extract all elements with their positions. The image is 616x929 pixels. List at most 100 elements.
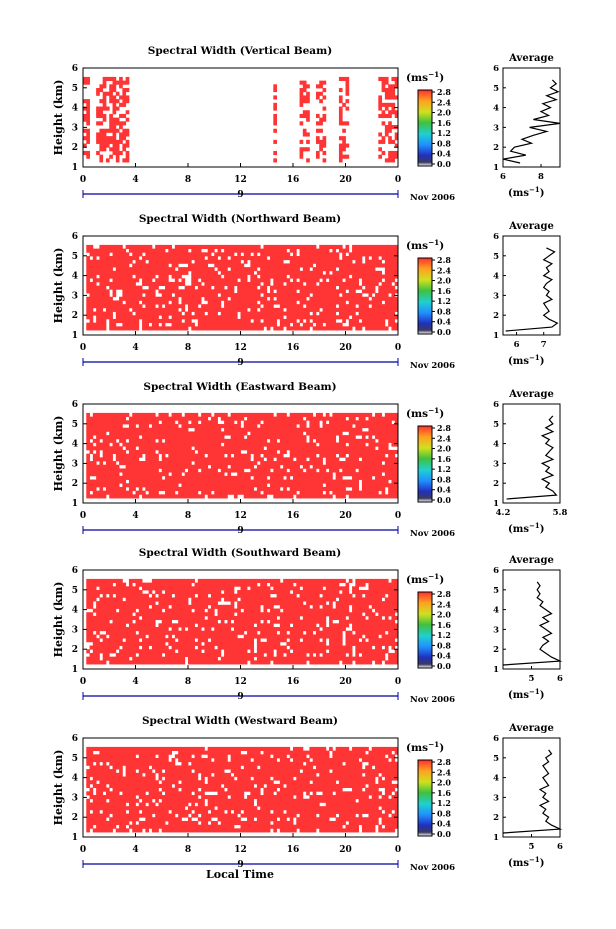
heatmap-cell bbox=[151, 582, 156, 587]
heatmap-cell bbox=[243, 472, 248, 477]
heatmap-cell bbox=[319, 121, 323, 126]
heatmap-cell bbox=[253, 483, 258, 488]
heatmap-cell bbox=[296, 307, 300, 312]
heatmap-cell bbox=[286, 431, 291, 436]
heatmap-cell bbox=[112, 143, 117, 148]
heatmap-cell bbox=[165, 315, 169, 320]
heatmap-cell bbox=[309, 446, 314, 451]
heatmap-cell bbox=[122, 128, 127, 133]
heatmap-cell bbox=[220, 315, 225, 320]
heatmap-cell bbox=[355, 278, 360, 283]
heatmap-cell bbox=[345, 285, 350, 290]
heatmap-cell bbox=[302, 438, 307, 443]
heatmap-cell bbox=[230, 304, 235, 309]
heatmap-cell bbox=[197, 252, 202, 257]
heatmap-cell bbox=[142, 601, 146, 606]
heatmap-cell bbox=[217, 424, 222, 429]
heatmap-cell bbox=[171, 590, 176, 595]
heatmap-cell bbox=[293, 326, 297, 331]
heatmap-cell bbox=[112, 660, 117, 665]
heatmap-cell bbox=[161, 412, 166, 418]
heatmap-cell bbox=[105, 619, 110, 624]
heatmap-cell bbox=[105, 578, 110, 584]
x-tick-label: 12 bbox=[234, 175, 247, 185]
heatmap-cell bbox=[210, 311, 215, 316]
heatmap-cell bbox=[174, 259, 179, 264]
heatmap-cell bbox=[135, 615, 140, 621]
heatmap-cell bbox=[214, 252, 218, 257]
heatmap-cell bbox=[210, 315, 215, 320]
heatmap-cell bbox=[309, 322, 314, 327]
heatmap-cell bbox=[158, 307, 163, 312]
heatmap-cell bbox=[355, 420, 360, 425]
heatmap-cell bbox=[371, 486, 376, 492]
heatmap-cell bbox=[375, 449, 379, 455]
heatmap-cell bbox=[263, 293, 268, 298]
heatmap-cell bbox=[86, 619, 90, 624]
heatmap-cell bbox=[204, 252, 209, 257]
heatmap-cell bbox=[338, 431, 343, 436]
heatmap-cell bbox=[270, 427, 274, 432]
heatmap-cell bbox=[102, 424, 107, 429]
heatmap-cell bbox=[181, 420, 186, 425]
heatmap-cell bbox=[115, 256, 120, 261]
heatmap-cell bbox=[348, 285, 353, 290]
heatmap-cell bbox=[388, 315, 392, 320]
heatmap-cell bbox=[286, 285, 291, 290]
heatmap-cell bbox=[355, 494, 360, 499]
heatmap-cell bbox=[224, 263, 228, 268]
heatmap-cell bbox=[194, 256, 199, 261]
heatmap-cell bbox=[368, 453, 373, 458]
heatmap-cell bbox=[178, 318, 182, 324]
heatmap-cell bbox=[302, 311, 307, 316]
heatmap-cell bbox=[132, 578, 136, 584]
heatmap-cell bbox=[184, 472, 189, 477]
y-axis-label: Height (km) bbox=[52, 248, 65, 324]
heatmap-cell bbox=[270, 318, 274, 324]
heatmap-cell bbox=[361, 311, 366, 316]
heatmap-cell bbox=[237, 259, 241, 264]
heatmap-cell bbox=[128, 468, 133, 473]
heatmap-cell bbox=[105, 472, 110, 477]
heatmap-cell bbox=[142, 615, 146, 621]
heatmap-cell bbox=[299, 416, 304, 421]
heatmap-cell bbox=[122, 623, 127, 628]
heatmap-cell bbox=[142, 263, 146, 268]
heatmap-cell bbox=[283, 267, 287, 272]
heatmap-cell bbox=[260, 270, 264, 275]
heatmap-cell bbox=[329, 267, 333, 272]
heatmap-cell bbox=[119, 274, 123, 279]
heatmap-cell bbox=[388, 278, 392, 283]
heatmap-cell bbox=[178, 322, 182, 327]
heatmap-cell bbox=[184, 461, 189, 466]
heatmap-cell bbox=[250, 494, 255, 499]
heatmap-cell bbox=[92, 416, 97, 421]
heatmap-cell bbox=[273, 475, 277, 480]
heatmap-cell bbox=[270, 244, 274, 250]
heatmap-cell bbox=[227, 461, 232, 466]
heatmap-cell bbox=[112, 307, 117, 312]
heatmap-cell bbox=[165, 623, 169, 628]
heatmap-cell bbox=[96, 252, 100, 257]
heatmap-cell bbox=[345, 296, 350, 301]
heatmap-cell bbox=[263, 274, 268, 279]
heatmap-cell bbox=[293, 248, 297, 253]
heatmap-cell bbox=[256, 475, 261, 480]
heatmap-cell bbox=[161, 638, 166, 643]
heatmap-cell bbox=[217, 457, 222, 462]
heatmap-cell bbox=[151, 490, 156, 495]
heatmap-cell bbox=[204, 472, 209, 477]
heatmap-cell bbox=[273, 128, 277, 133]
heatmap-cell bbox=[155, 256, 159, 261]
heatmap-cell bbox=[145, 270, 150, 275]
heatmap-cell bbox=[188, 252, 192, 257]
heatmap-cell bbox=[348, 431, 353, 436]
heatmap-cell bbox=[378, 99, 382, 104]
heatmap-cell bbox=[342, 270, 346, 275]
heatmap-cell bbox=[197, 442, 202, 447]
heatmap-cell bbox=[194, 300, 199, 305]
heatmap-cell bbox=[125, 307, 130, 312]
heatmap-cell bbox=[105, 623, 110, 628]
heatmap-cell bbox=[375, 256, 379, 261]
heatmap-cell bbox=[138, 304, 143, 309]
